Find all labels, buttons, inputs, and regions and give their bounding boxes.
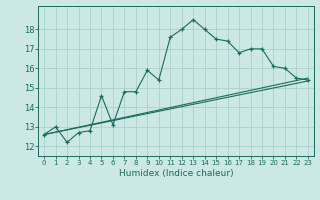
X-axis label: Humidex (Indice chaleur): Humidex (Indice chaleur) xyxy=(119,169,233,178)
